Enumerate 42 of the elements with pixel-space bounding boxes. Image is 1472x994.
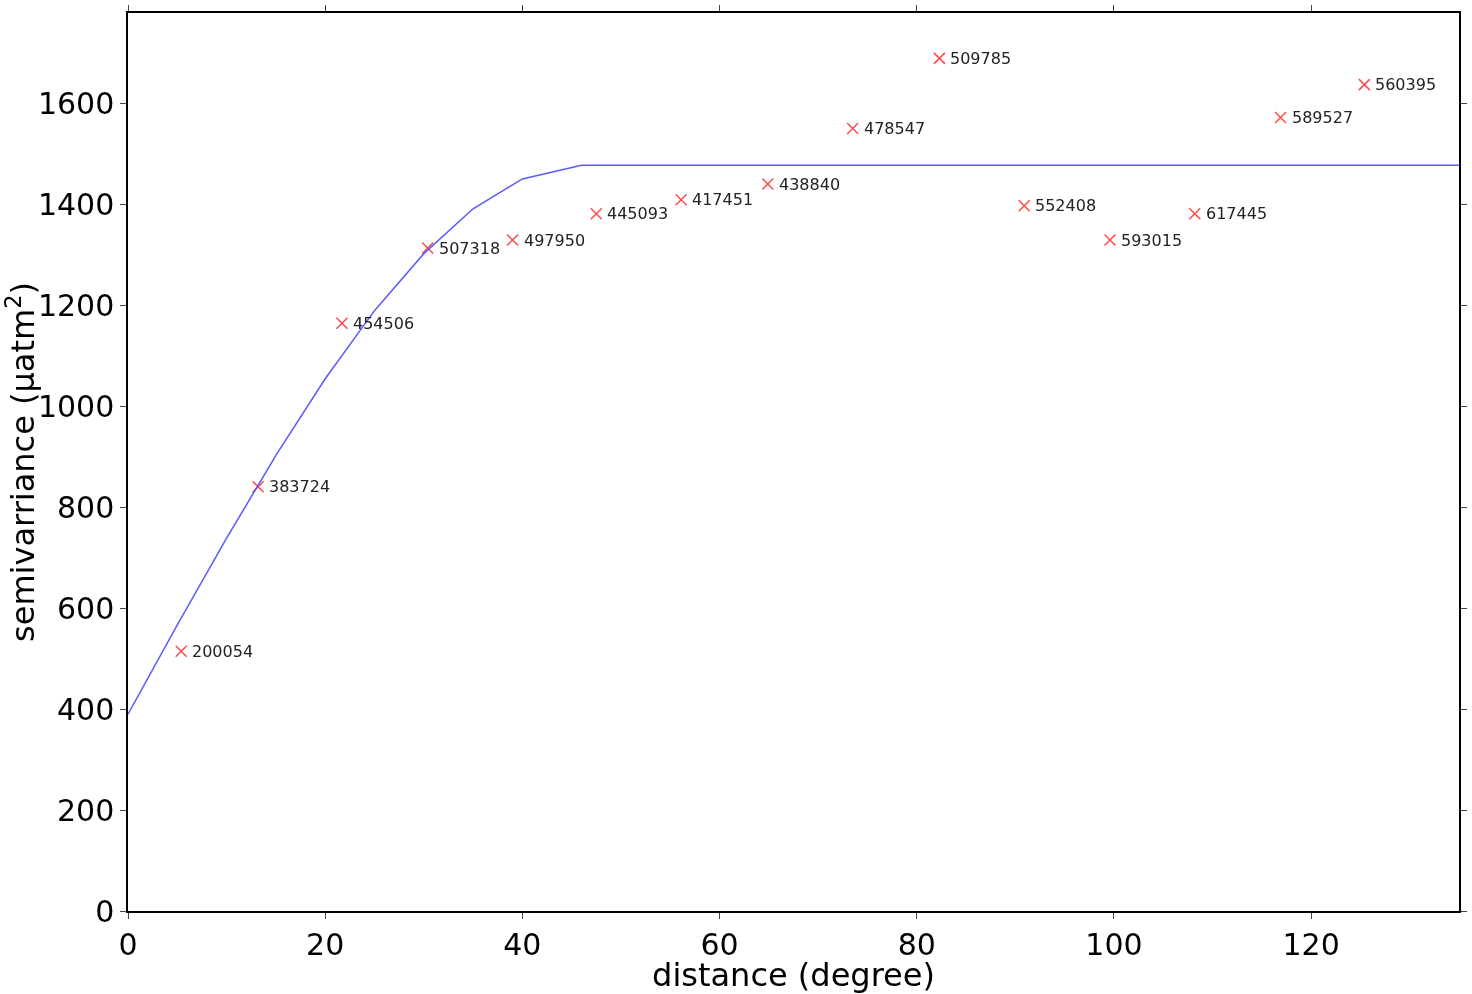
- annotation: 589527: [1292, 108, 1354, 127]
- point: [846, 122, 859, 135]
- x-tick-label: 120: [1282, 926, 1340, 962]
- x-tick-label: 40: [503, 926, 542, 962]
- annotation: 509785: [950, 49, 1012, 68]
- point: [1103, 233, 1117, 247]
- point: [421, 241, 434, 255]
- point: [1274, 111, 1287, 124]
- annotation: 552408: [1035, 196, 1097, 215]
- annotation: 560395: [1375, 75, 1437, 94]
- annotation: 383724: [269, 477, 331, 496]
- point: [1188, 207, 1202, 221]
- annotation: 438840: [779, 175, 841, 194]
- x-tick-label: 20: [306, 926, 345, 962]
- x-tick-label: 100: [1085, 926, 1143, 962]
- annotation: 478547: [864, 119, 926, 138]
- point: [674, 193, 688, 206]
- y-tick-label: 0: [95, 893, 115, 929]
- y-tick-label: 600: [56, 590, 115, 626]
- y-tick-label: 1600: [37, 86, 115, 122]
- annotation: 617445: [1206, 204, 1268, 223]
- point: [761, 177, 775, 191]
- annotation: 200054: [192, 642, 254, 661]
- point: [506, 233, 519, 247]
- point: [335, 317, 349, 330]
- annotation: 593015: [1121, 231, 1183, 250]
- point: [174, 644, 188, 658]
- point: [590, 207, 603, 221]
- annotation: 507318: [439, 239, 501, 258]
- y-tick-label: 800: [56, 489, 115, 525]
- annotation: 417451: [692, 190, 754, 209]
- y-tick-label: 1400: [37, 187, 115, 223]
- y-tick-label: 200: [56, 792, 115, 828]
- point: [933, 52, 946, 65]
- line-series: [128, 164, 1459, 715]
- x-tick-label: 0: [118, 926, 138, 962]
- annotation: 497950: [524, 231, 586, 250]
- point: [1017, 199, 1031, 212]
- point: [1358, 78, 1371, 91]
- annotation: 445093: [607, 204, 669, 223]
- point: [251, 480, 265, 493]
- y-tick-label: 400: [56, 691, 115, 727]
